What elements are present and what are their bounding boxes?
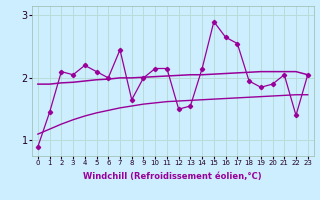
X-axis label: Windchill (Refroidissement éolien,°C): Windchill (Refroidissement éolien,°C) (84, 172, 262, 181)
